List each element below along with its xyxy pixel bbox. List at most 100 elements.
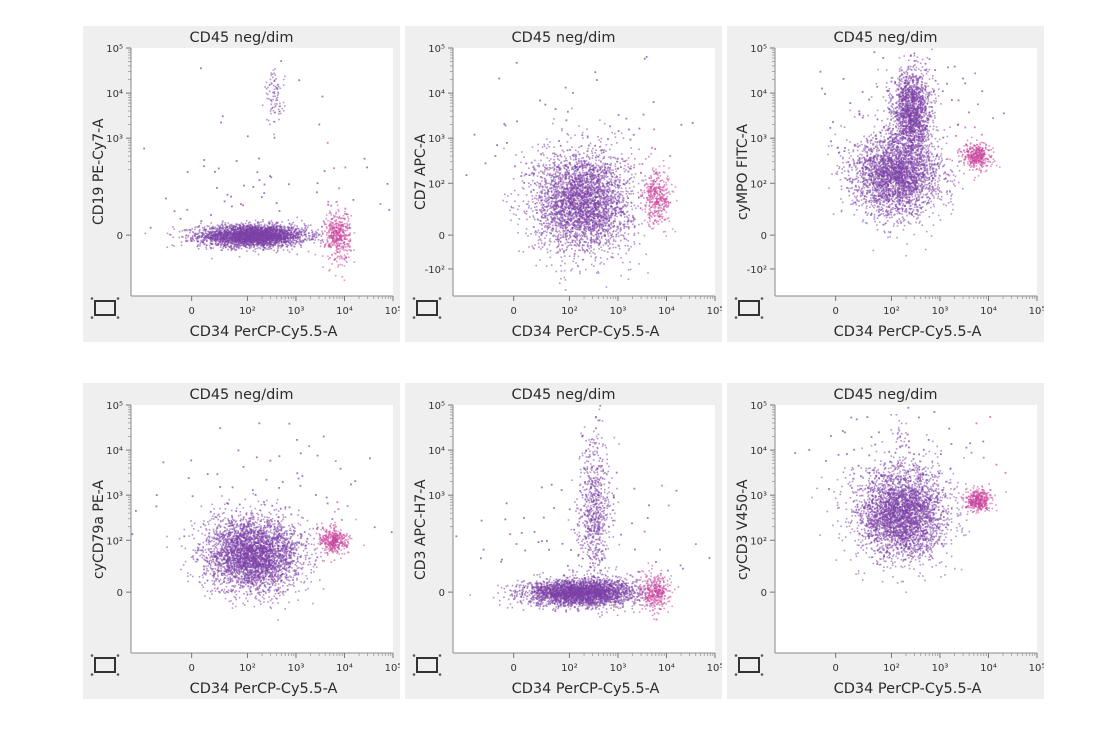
data-point (180, 244, 183, 247)
data-point (180, 241, 183, 243)
data-point (214, 226, 216, 229)
data-point (554, 211, 557, 214)
data-point (202, 234, 205, 236)
data-point (557, 250, 560, 253)
data-point (225, 225, 228, 227)
data-point (633, 164, 636, 166)
data-point (349, 227, 352, 229)
data-point (276, 225, 279, 227)
data-point (339, 221, 341, 223)
data-point (551, 228, 553, 230)
data-point (276, 230, 278, 232)
data-point (271, 241, 273, 244)
data-point (348, 249, 351, 251)
data-point (308, 239, 311, 241)
y-tick-label: 10² (428, 179, 445, 190)
data-point (633, 176, 635, 179)
data-point (328, 231, 330, 233)
data-point (254, 240, 256, 242)
data-point (221, 226, 223, 229)
data-point (272, 69, 275, 72)
data-point (329, 210, 331, 213)
data-point (318, 233, 320, 236)
data-point (627, 240, 629, 242)
data-point (266, 244, 268, 247)
data-point (326, 232, 328, 234)
data-point (625, 190, 627, 192)
data-point (348, 256, 350, 258)
data-point (222, 241, 224, 244)
rectangle-gate-icon[interactable] (89, 296, 121, 320)
data-point (547, 224, 550, 227)
data-point (207, 230, 209, 233)
data-point (272, 246, 274, 248)
data-point (594, 215, 597, 217)
data-point (168, 233, 171, 236)
data-point (286, 249, 289, 251)
data-point (221, 236, 224, 238)
data-point (289, 233, 292, 236)
data-point (299, 232, 301, 234)
data-point (637, 205, 639, 207)
data-point (201, 233, 204, 235)
data-point (211, 243, 213, 245)
data-point (268, 236, 271, 238)
data-point (271, 237, 273, 239)
data-point (603, 186, 606, 188)
data-point (600, 201, 602, 204)
data-point (273, 228, 275, 231)
data-point (338, 223, 340, 225)
data-point (296, 232, 298, 235)
data-point (336, 256, 338, 259)
data-point (263, 230, 265, 232)
data-point (217, 238, 219, 241)
data-point (546, 228, 549, 231)
data-point (264, 247, 267, 249)
outlier-point (186, 208, 189, 211)
data-point (144, 232, 147, 235)
data-point (216, 224, 219, 226)
data-point (598, 139, 601, 141)
data-point (296, 227, 299, 230)
data-point (280, 240, 283, 243)
data-point (272, 109, 275, 112)
data-point (340, 223, 342, 226)
plot-panel: CD45 neg/dim 0 10² 10³ 10⁴ 10⁵ 0 10³ 10⁴ 10⁵ CD19 … (83, 26, 400, 342)
data-point (203, 226, 206, 228)
data-point (242, 233, 245, 236)
data-point (246, 250, 248, 252)
data-point (317, 228, 319, 231)
data-point (337, 240, 339, 242)
data-point (559, 237, 562, 239)
data-point (205, 246, 207, 249)
data-point (235, 235, 237, 237)
data-point (210, 237, 213, 239)
data-point (618, 186, 620, 189)
y-axis-label: CD19 PE-Cy7-A (91, 119, 107, 225)
data-point (266, 97, 268, 100)
data-point (568, 224, 570, 227)
data-point (548, 244, 551, 246)
outlier-point (200, 67, 202, 70)
data-point (578, 125, 580, 127)
data-point (342, 228, 344, 231)
data-point (261, 240, 263, 243)
data-point (238, 247, 240, 250)
data-point (593, 229, 595, 232)
data-point (284, 241, 286, 243)
data-point (619, 184, 622, 187)
data-point (290, 237, 292, 239)
data-point (262, 233, 264, 235)
data-point (323, 222, 326, 225)
data-point (336, 248, 338, 251)
data-point (560, 155, 563, 158)
data-point (247, 236, 250, 238)
data-point (562, 165, 564, 167)
data-point (240, 231, 242, 234)
data-point (256, 222, 259, 225)
data-point (540, 248, 542, 250)
data-point (329, 223, 331, 225)
data-point (544, 200, 547, 203)
data-point (225, 241, 227, 243)
data-point (341, 235, 343, 237)
